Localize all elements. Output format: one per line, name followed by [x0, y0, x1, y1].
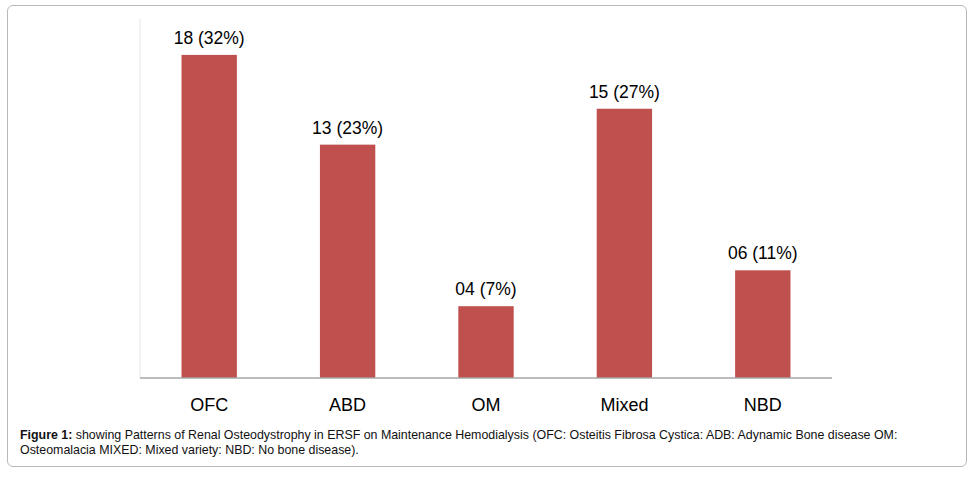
x-axis-line [140, 377, 832, 378]
x-tick-label: OM [472, 395, 501, 415]
chart: 18 (32%) OFC 13 (23%) ABD 04 (7%) OM 15 (27%) M… [0, 0, 976, 479]
x-tick-label: OFC [190, 395, 228, 415]
caption: Figure 1: showing Patterns of Renal Oste… [20, 428, 965, 458]
bar [182, 55, 237, 378]
caption-text: showing Patterns of Renal Osteodystrophy… [20, 428, 897, 457]
x-tick-label: ABD [329, 395, 366, 415]
bar [320, 145, 375, 378]
bars [182, 55, 791, 378]
x-tick-label: Mixed [600, 395, 648, 415]
data-label: 18 (32%) [174, 28, 245, 48]
data-label: 04 (7%) [455, 279, 516, 299]
labels: 18 (32%) OFC 13 (23%) ABD 04 (7%) OM 15 (27%) M… [174, 28, 798, 415]
data-label: 06 (11%) [728, 243, 798, 263]
bar [735, 270, 790, 378]
y-axis-line [140, 19, 141, 378]
caption-label: Figure 1: [20, 428, 72, 442]
data-label: 13 (23%) [312, 118, 383, 138]
bar [597, 109, 652, 378]
data-label: 15 (27%) [589, 82, 660, 102]
bar [458, 306, 513, 378]
x-tick-label: NBD [744, 395, 782, 415]
